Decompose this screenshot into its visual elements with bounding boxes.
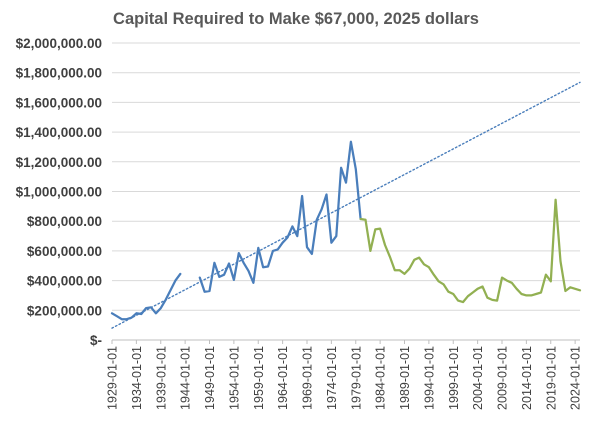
x-tick-label: 2024-01-01: [569, 346, 583, 410]
y-axis-ticks: $- $200,000.00 $400,000.00 $600,000.00 $800,…: [16, 36, 102, 348]
x-tick-label: 1934-01-01: [130, 346, 144, 410]
chart-title: Capital Required to Make $67,000, 2025 d…: [113, 10, 479, 28]
y-tick-label: $2,000,000.00: [16, 36, 102, 51]
x-tick-label: 1949-01-01: [203, 346, 217, 410]
y-tick-label: $400,000.00: [27, 274, 102, 289]
x-tick-label: 1999-01-01: [447, 346, 461, 410]
x-tick-label: 1954-01-01: [227, 346, 241, 410]
x-tick-label: 1994-01-01: [422, 346, 436, 410]
y-tick-label: $1,400,000.00: [16, 125, 102, 140]
gridlines: [112, 42, 580, 341]
x-tick-label: 1964-01-01: [276, 346, 290, 410]
y-tick-label: $1,000,000.00: [16, 185, 102, 200]
series-line-2: [359, 198, 582, 304]
x-tick-label: 1989-01-01: [398, 346, 412, 410]
x-tick-label: 1979-01-01: [349, 346, 363, 410]
x-tick-label: 2009-01-01: [496, 346, 510, 410]
x-tick-label: 1984-01-01: [374, 346, 388, 410]
x-tick-label: 1929-01-01: [106, 346, 120, 410]
y-tick-label: $1,800,000.00: [16, 66, 102, 81]
y-tick-label: $1,600,000.00: [16, 95, 102, 110]
y-tick-label: $1,200,000.00: [16, 155, 102, 170]
trendline-layer: [111, 81, 581, 329]
trendline: [111, 81, 581, 329]
y-tick-label: $200,000.00: [27, 303, 102, 318]
series-layer: [110, 140, 582, 321]
y-tick-label: $600,000.00: [27, 244, 102, 259]
x-tick-label: 2014-01-01: [520, 346, 534, 410]
x-tick-label: 1944-01-01: [179, 346, 193, 410]
x-tick-label: 1969-01-01: [301, 346, 315, 410]
x-axis-ticks: 1929-01-01 1934-01-01 1939-01-01 1944-01-01…: [106, 340, 583, 410]
x-tick-label: 1939-01-01: [154, 346, 168, 410]
x-tick-label: 1974-01-01: [325, 346, 339, 410]
x-tick-label: 2019-01-01: [544, 346, 558, 410]
y-tick-label: $-: [90, 333, 102, 348]
y-tick-label: $800,000.00: [27, 214, 102, 229]
series-line-1: [110, 140, 362, 321]
x-tick-label: 1959-01-01: [252, 346, 266, 410]
x-tick-label: 2004-01-01: [471, 346, 485, 410]
